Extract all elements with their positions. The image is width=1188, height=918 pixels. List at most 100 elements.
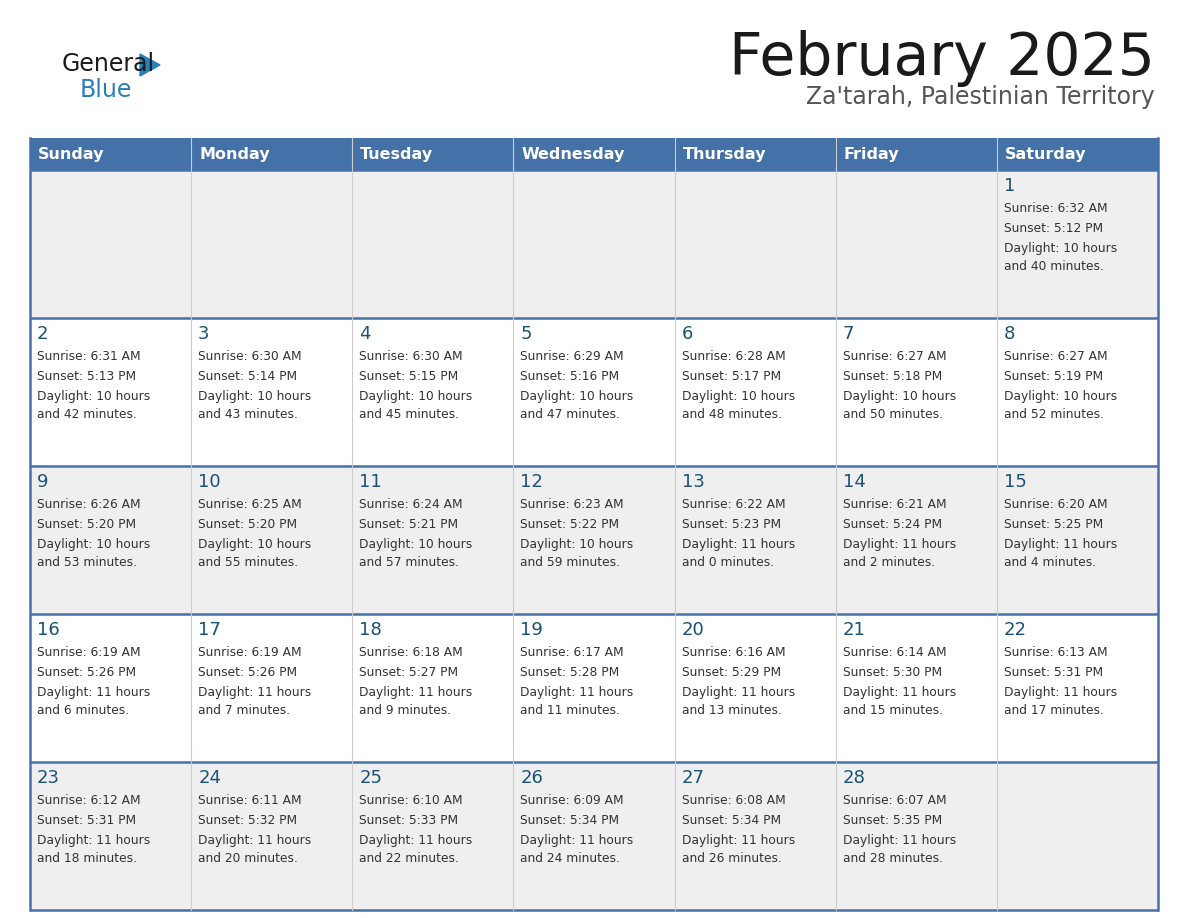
- Text: Daylight: 11 hours: Daylight: 11 hours: [842, 834, 956, 847]
- Text: Sunrise: 6:13 AM: Sunrise: 6:13 AM: [1004, 646, 1107, 659]
- Text: and 20 minutes.: and 20 minutes.: [198, 852, 298, 865]
- Text: Daylight: 10 hours: Daylight: 10 hours: [37, 538, 150, 551]
- Text: Sunrise: 6:20 AM: Sunrise: 6:20 AM: [1004, 498, 1107, 511]
- Text: Daylight: 11 hours: Daylight: 11 hours: [37, 686, 150, 699]
- Text: Sunset: 5:26 PM: Sunset: 5:26 PM: [198, 666, 297, 679]
- Text: and 9 minutes.: and 9 minutes.: [359, 704, 451, 717]
- Text: 28: 28: [842, 769, 866, 787]
- Text: Sunset: 5:26 PM: Sunset: 5:26 PM: [37, 666, 137, 679]
- Text: Sunset: 5:27 PM: Sunset: 5:27 PM: [359, 666, 459, 679]
- Text: Sunrise: 6:19 AM: Sunrise: 6:19 AM: [37, 646, 140, 659]
- Text: Sunset: 5:31 PM: Sunset: 5:31 PM: [37, 814, 137, 827]
- Text: Daylight: 10 hours: Daylight: 10 hours: [682, 390, 795, 403]
- Text: 5: 5: [520, 325, 532, 343]
- Text: Daylight: 10 hours: Daylight: 10 hours: [37, 390, 150, 403]
- Text: February 2025: February 2025: [729, 30, 1155, 87]
- Text: Daylight: 10 hours: Daylight: 10 hours: [520, 390, 633, 403]
- Text: Sunrise: 6:17 AM: Sunrise: 6:17 AM: [520, 646, 624, 659]
- Text: Daylight: 11 hours: Daylight: 11 hours: [198, 834, 311, 847]
- Text: 11: 11: [359, 473, 383, 491]
- Text: Sunrise: 6:21 AM: Sunrise: 6:21 AM: [842, 498, 947, 511]
- Text: 2: 2: [37, 325, 49, 343]
- Text: 24: 24: [198, 769, 221, 787]
- Text: Sunrise: 6:30 AM: Sunrise: 6:30 AM: [198, 350, 302, 363]
- Text: Sunset: 5:22 PM: Sunset: 5:22 PM: [520, 518, 620, 531]
- Text: Sunrise: 6:12 AM: Sunrise: 6:12 AM: [37, 794, 140, 807]
- Text: Sunrise: 6:22 AM: Sunrise: 6:22 AM: [682, 498, 785, 511]
- Text: 12: 12: [520, 473, 543, 491]
- Text: Daylight: 10 hours: Daylight: 10 hours: [359, 390, 473, 403]
- Text: Sunrise: 6:18 AM: Sunrise: 6:18 AM: [359, 646, 463, 659]
- Text: Sunrise: 6:30 AM: Sunrise: 6:30 AM: [359, 350, 463, 363]
- Text: Blue: Blue: [80, 78, 132, 102]
- Text: 8: 8: [1004, 325, 1016, 343]
- Text: Sunset: 5:20 PM: Sunset: 5:20 PM: [198, 518, 297, 531]
- Text: Sunrise: 6:27 AM: Sunrise: 6:27 AM: [842, 350, 947, 363]
- Text: 10: 10: [198, 473, 221, 491]
- Text: 9: 9: [37, 473, 49, 491]
- Text: Sunset: 5:34 PM: Sunset: 5:34 PM: [520, 814, 620, 827]
- Text: Sunrise: 6:25 AM: Sunrise: 6:25 AM: [198, 498, 302, 511]
- Text: Sunset: 5:18 PM: Sunset: 5:18 PM: [842, 370, 942, 383]
- Text: and 47 minutes.: and 47 minutes.: [520, 408, 620, 421]
- Text: 21: 21: [842, 621, 866, 639]
- Text: Daylight: 11 hours: Daylight: 11 hours: [198, 686, 311, 699]
- Text: Sunset: 5:13 PM: Sunset: 5:13 PM: [37, 370, 137, 383]
- Text: Daylight: 11 hours: Daylight: 11 hours: [682, 538, 795, 551]
- Text: Friday: Friday: [843, 147, 899, 162]
- Text: Sunset: 5:30 PM: Sunset: 5:30 PM: [842, 666, 942, 679]
- Text: Sunset: 5:16 PM: Sunset: 5:16 PM: [520, 370, 620, 383]
- Text: Sunrise: 6:08 AM: Sunrise: 6:08 AM: [682, 794, 785, 807]
- Text: Sunrise: 6:23 AM: Sunrise: 6:23 AM: [520, 498, 624, 511]
- Text: 7: 7: [842, 325, 854, 343]
- Text: Saturday: Saturday: [1005, 147, 1086, 162]
- Text: Daylight: 11 hours: Daylight: 11 hours: [37, 834, 150, 847]
- Text: and 45 minutes.: and 45 minutes.: [359, 408, 460, 421]
- Text: Sunset: 5:25 PM: Sunset: 5:25 PM: [1004, 518, 1104, 531]
- Text: Sunrise: 6:19 AM: Sunrise: 6:19 AM: [198, 646, 302, 659]
- Text: Sunrise: 6:09 AM: Sunrise: 6:09 AM: [520, 794, 624, 807]
- Text: Sunrise: 6:26 AM: Sunrise: 6:26 AM: [37, 498, 140, 511]
- Text: and 11 minutes.: and 11 minutes.: [520, 704, 620, 717]
- Text: and 42 minutes.: and 42 minutes.: [37, 408, 137, 421]
- Text: 1: 1: [1004, 177, 1016, 195]
- Text: 20: 20: [682, 621, 704, 639]
- Text: and 57 minutes.: and 57 minutes.: [359, 556, 460, 569]
- Bar: [30, 138, 1158, 170]
- Text: Sunrise: 6:07 AM: Sunrise: 6:07 AM: [842, 794, 947, 807]
- Text: Sunrise: 6:31 AM: Sunrise: 6:31 AM: [37, 350, 140, 363]
- Text: Daylight: 11 hours: Daylight: 11 hours: [1004, 538, 1117, 551]
- Text: and 6 minutes.: and 6 minutes.: [37, 704, 129, 717]
- Bar: [30, 466, 1158, 614]
- Text: Sunset: 5:17 PM: Sunset: 5:17 PM: [682, 370, 781, 383]
- Text: 15: 15: [1004, 473, 1026, 491]
- Text: Sunset: 5:28 PM: Sunset: 5:28 PM: [520, 666, 620, 679]
- Text: and 55 minutes.: and 55 minutes.: [198, 556, 298, 569]
- Text: Sunrise: 6:11 AM: Sunrise: 6:11 AM: [198, 794, 302, 807]
- Text: Sunset: 5:23 PM: Sunset: 5:23 PM: [682, 518, 781, 531]
- Text: Daylight: 11 hours: Daylight: 11 hours: [682, 834, 795, 847]
- Text: Daylight: 11 hours: Daylight: 11 hours: [520, 834, 633, 847]
- Text: Sunset: 5:12 PM: Sunset: 5:12 PM: [1004, 222, 1102, 235]
- Text: Sunset: 5:33 PM: Sunset: 5:33 PM: [359, 814, 459, 827]
- Text: 3: 3: [198, 325, 209, 343]
- Text: and 24 minutes.: and 24 minutes.: [520, 852, 620, 865]
- Text: and 53 minutes.: and 53 minutes.: [37, 556, 137, 569]
- Text: and 15 minutes.: and 15 minutes.: [842, 704, 943, 717]
- Text: Monday: Monday: [200, 147, 270, 162]
- Text: Sunrise: 6:29 AM: Sunrise: 6:29 AM: [520, 350, 624, 363]
- Text: Daylight: 10 hours: Daylight: 10 hours: [359, 538, 473, 551]
- Text: 13: 13: [682, 473, 704, 491]
- Bar: [30, 614, 1158, 762]
- Text: 18: 18: [359, 621, 383, 639]
- Text: and 59 minutes.: and 59 minutes.: [520, 556, 620, 569]
- Text: and 43 minutes.: and 43 minutes.: [198, 408, 298, 421]
- Text: Daylight: 10 hours: Daylight: 10 hours: [198, 390, 311, 403]
- Text: Sunset: 5:24 PM: Sunset: 5:24 PM: [842, 518, 942, 531]
- Text: Daylight: 10 hours: Daylight: 10 hours: [1004, 242, 1117, 255]
- Text: Sunset: 5:31 PM: Sunset: 5:31 PM: [1004, 666, 1102, 679]
- Text: Sunrise: 6:10 AM: Sunrise: 6:10 AM: [359, 794, 463, 807]
- Text: Thursday: Thursday: [683, 147, 766, 162]
- Text: Daylight: 11 hours: Daylight: 11 hours: [842, 686, 956, 699]
- Text: Sunset: 5:14 PM: Sunset: 5:14 PM: [198, 370, 297, 383]
